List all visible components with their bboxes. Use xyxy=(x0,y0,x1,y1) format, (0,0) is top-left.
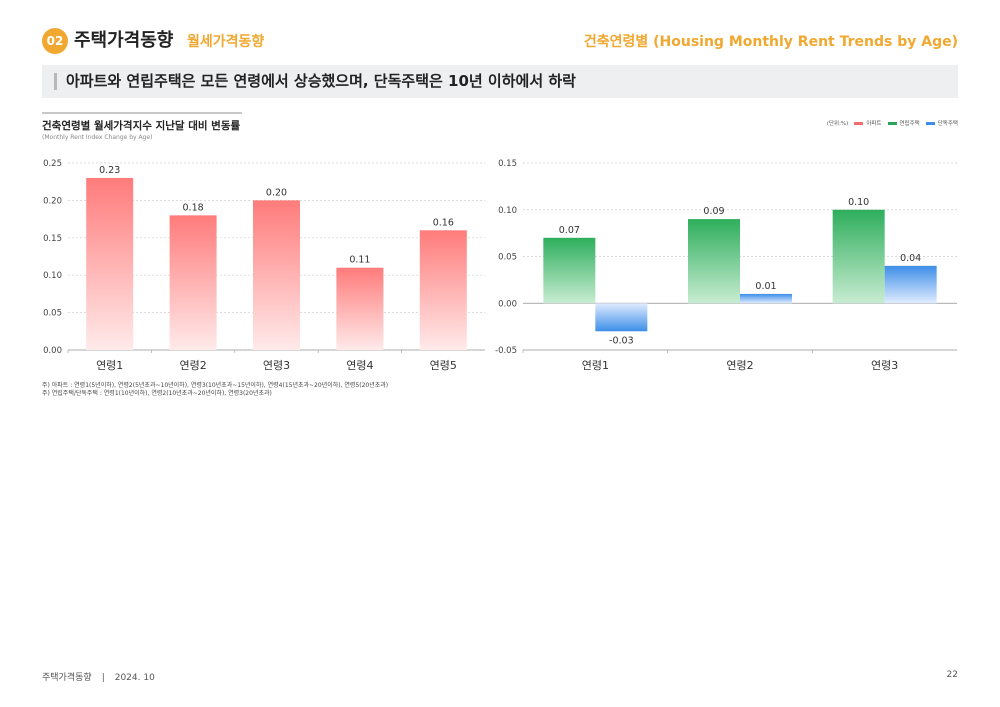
banner-accent-bar xyxy=(54,73,57,90)
legend-label-detached-house: 단독주택 xyxy=(937,121,958,127)
data-label: -0.03 xyxy=(609,335,634,346)
bar xyxy=(595,303,648,332)
x-category-label: 연령2 xyxy=(726,359,753,372)
data-label: 0.18 xyxy=(183,202,204,213)
legend-swatch-apartment xyxy=(854,121,864,125)
x-category-label: 연령2 xyxy=(179,359,206,372)
y-tick-label: 0.15 xyxy=(498,159,517,169)
bar xyxy=(688,219,740,304)
y-tick-label: 0.20 xyxy=(43,196,62,206)
y-tick-label: 0.00 xyxy=(43,346,62,356)
data-label: 0.01 xyxy=(755,281,776,292)
x-category-label: 연령3 xyxy=(871,359,898,372)
y-tick-label: 0.15 xyxy=(43,234,62,244)
bar xyxy=(543,237,596,304)
chart-title: 건축연령별 월세가격지수 지난달 대비 변동률 xyxy=(42,120,241,132)
summary-banner: 아파트와 연립주택은 모든 연령에서 상승했으며, 단독주택은 10년 이하에서… xyxy=(42,65,958,98)
note-apartment: 주) 아파트 : 연령1(5년이하), 연령2(5년초과~10년이하), 연령3… xyxy=(42,382,389,389)
bar xyxy=(336,267,384,350)
chart-notes: 주) 아파트 : 연령1(5년이하), 연령2(5년초과~10년이하), 연령3… xyxy=(42,382,388,398)
chart-subtitle: (Monthly Rent Index Change by Age) xyxy=(42,134,153,141)
data-label: 0.09 xyxy=(703,206,724,217)
x-category-label: 연령1 xyxy=(582,359,609,372)
bar xyxy=(253,200,300,350)
data-label: 0.04 xyxy=(900,253,921,264)
bar xyxy=(884,265,937,304)
y-tick-label: 0.00 xyxy=(498,299,517,309)
legend-item-apartment: 아파트 xyxy=(854,119,882,127)
section-subtitle: 월세가격동향 xyxy=(187,34,265,50)
page-topic-title: 건축연령별 (Housing Monthly Rent Trends by Ag… xyxy=(583,34,958,50)
y-tick-label: 0.10 xyxy=(498,206,517,216)
legend-item-detached-house: 단독주택 xyxy=(925,119,958,127)
apartment-chart: 0.00 0.05 0.10 0.15 0.20 0.25 연령1 0.23 연령2 0.18 연령… xyxy=(43,159,485,372)
footer-date: 2024. 10 xyxy=(114,673,155,683)
y-tick-label: 0.05 xyxy=(498,253,517,263)
legend-swatch-detached-house xyxy=(925,121,935,125)
bar xyxy=(740,293,792,304)
data-label: 0.16 xyxy=(433,217,454,228)
section-number-badge: 02 xyxy=(42,28,68,54)
y-tick-label: 0.25 xyxy=(43,159,62,169)
chart-header-rule xyxy=(42,112,242,114)
data-label: 0.11 xyxy=(349,255,370,266)
chart-legend: (단위:%) 아파트 연립주택 단독주택 xyxy=(827,119,958,127)
y-tick-label: -0.05 xyxy=(495,346,517,356)
x-category-label: 연령4 xyxy=(346,359,373,372)
footer-doc-title: 주택가격동향 xyxy=(42,673,92,683)
x-category-label: 연령1 xyxy=(96,359,123,372)
page-header: 02 주택가격동향 월세가격동향 건축연령별 (Housing Monthly … xyxy=(42,28,958,54)
footer-separator: | xyxy=(101,673,105,683)
bar xyxy=(419,230,467,350)
bar xyxy=(86,177,134,350)
note-row-detached: 주) 연립주택/단독주택 : 연령1(10년이하), 연령2(10년초과~20년… xyxy=(42,390,272,397)
data-label: 0.07 xyxy=(559,225,580,236)
bar xyxy=(169,215,217,350)
page-footer: 주택가격동향 | 2024. 10 xyxy=(42,670,155,683)
x-category-label: 연령5 xyxy=(430,359,457,372)
data-label: 0.20 xyxy=(266,187,287,198)
legend-item-row-house: 연립주택 xyxy=(887,119,920,127)
legend-label-row-house: 연립주택 xyxy=(899,121,920,127)
row-detached-chart: -0.05 0.00 0.05 0.10 0.15 연령1 0.07 -0.03 연령2 0.09… xyxy=(495,159,957,372)
legend-label-apartment: 아파트 xyxy=(866,121,882,127)
bar xyxy=(832,209,885,304)
summary-text: 아파트와 연립주택은 모든 연령에서 상승했으며, 단독주택은 10년 이하에서… xyxy=(66,72,576,90)
data-label: 0.10 xyxy=(848,197,869,208)
section-title: 주택가격동향 xyxy=(74,30,174,51)
data-label: 0.23 xyxy=(99,165,120,176)
legend-swatch-row-house xyxy=(887,121,897,125)
legend-unit: (단위:%) xyxy=(826,121,849,127)
y-tick-label: 0.10 xyxy=(43,271,62,281)
y-tick-label: 0.05 xyxy=(43,309,62,319)
x-category-label: 연령3 xyxy=(263,359,290,372)
page-number: 22 xyxy=(946,670,958,680)
